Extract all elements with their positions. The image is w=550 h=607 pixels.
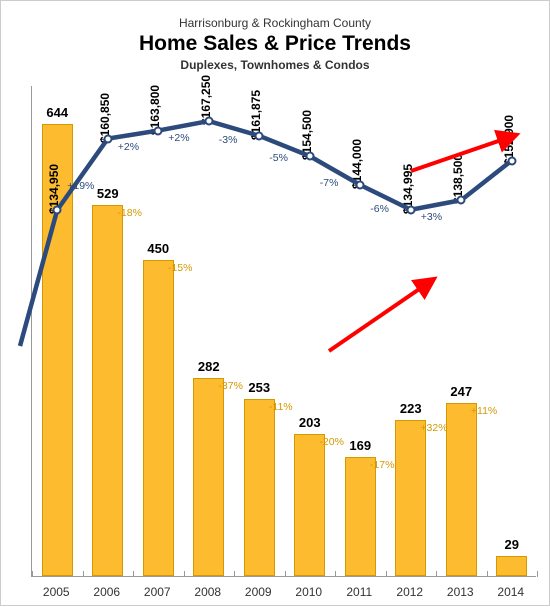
trend-arrow-sales	[1, 1, 550, 607]
chart-container: Harrisonburg & Rockingham County Home Sa…	[0, 0, 550, 606]
